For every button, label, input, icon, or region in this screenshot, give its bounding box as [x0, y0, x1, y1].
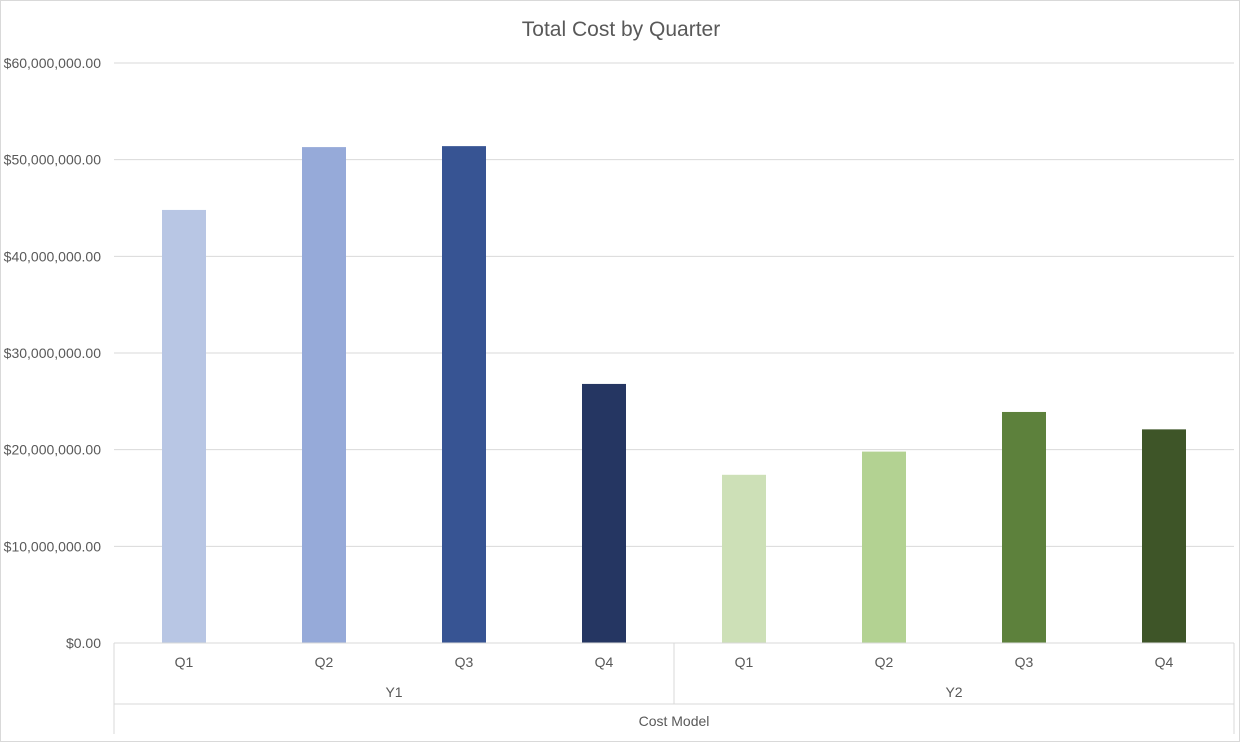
x-tick-label: Q2	[315, 654, 334, 670]
y-tick-label: $40,000,000.00	[4, 248, 102, 264]
y-tick-label: $60,000,000.00	[4, 55, 102, 71]
x-tick-label: Q2	[875, 654, 894, 670]
x-group-label: Y2	[945, 684, 962, 700]
y-tick-label: $0.00	[66, 635, 101, 651]
bar	[582, 383, 626, 643]
y-axis-tick-labels: $0.00 $10,000,000.00 $20,000,000.00 $30,000…	[4, 55, 102, 651]
x-group-label: Y1	[385, 684, 402, 700]
x-tick-label: Q1	[175, 654, 194, 670]
chart-title: Total Cost by Quarter	[522, 18, 720, 41]
bar	[722, 474, 766, 643]
x-tick-label: Q1	[735, 654, 754, 670]
x-tick-label: Q4	[1155, 654, 1174, 670]
bar	[862, 451, 906, 643]
y-tick-label: $50,000,000.00	[4, 152, 102, 168]
y-tick-label: $10,000,000.00	[4, 538, 102, 554]
x-axis-title: Cost Model	[639, 713, 710, 729]
x-tick-label: Q3	[455, 654, 474, 670]
bar	[1002, 411, 1046, 643]
y-tick-label: $30,000,000.00	[4, 345, 102, 361]
x-axis: Q1 Q2 Q3 Q4 Q1 Q2 Q3 Q4 Y1 Y2	[113, 642, 1235, 734]
gridlines	[114, 62, 1234, 547]
bar	[162, 209, 206, 643]
bars	[162, 146, 1186, 643]
x-tick-label: Q4	[595, 654, 614, 670]
bar	[442, 146, 486, 643]
x-tick-label: Q3	[1015, 654, 1034, 670]
y-tick-label: $20,000,000.00	[4, 442, 102, 458]
bar	[302, 147, 346, 643]
bar	[1142, 429, 1186, 643]
